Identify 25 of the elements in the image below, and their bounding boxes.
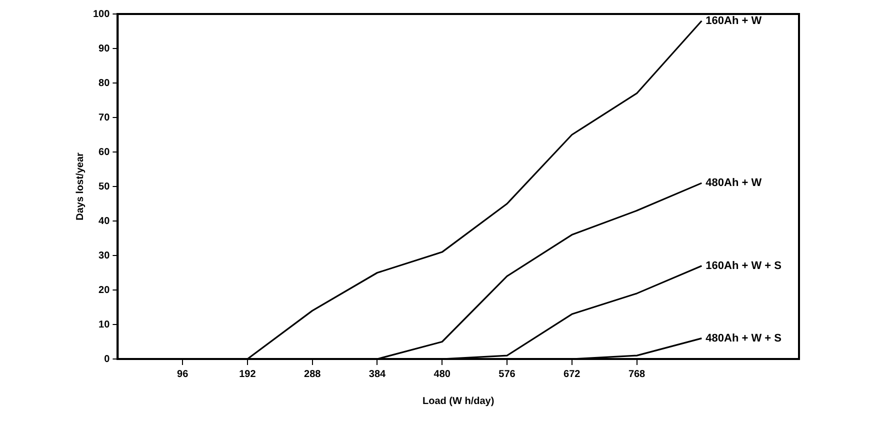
y-tick-label: 20 xyxy=(98,284,110,296)
y-tick-label: 30 xyxy=(98,250,110,262)
series-label: 480Ah + W + S xyxy=(706,332,782,344)
y-tick-label: 40 xyxy=(98,216,110,227)
x-tick-label: 480 xyxy=(434,368,451,380)
y-tick-label: 60 xyxy=(98,146,110,158)
y-tick-label: 10 xyxy=(98,319,110,330)
y-tick-label: 70 xyxy=(98,112,110,124)
y-tick-label: 90 xyxy=(98,43,110,54)
series-label: 480Ah + W xyxy=(706,177,762,190)
x-tick-label: 576 xyxy=(498,368,516,380)
x-tick-label: 384 xyxy=(368,368,386,380)
y-tick-label: 0 xyxy=(104,354,110,365)
y-tick-label: 50 xyxy=(98,181,110,192)
x-tick-label: 672 xyxy=(564,368,581,380)
y-tick-label: 80 xyxy=(98,78,110,89)
x-axis-title: Load (W h/day) xyxy=(422,396,494,407)
x-tick-label: 288 xyxy=(304,368,322,380)
y-axis-title: Days lost/year xyxy=(74,152,86,220)
x-tick-label: 192 xyxy=(239,368,256,380)
series-label: 160Ah + W + S xyxy=(706,260,782,272)
series-label: 160Ah + W xyxy=(706,14,762,27)
x-tick-label: 768 xyxy=(628,368,646,380)
y-tick-label: 100 xyxy=(92,8,110,20)
x-tick-label: 96 xyxy=(177,368,189,380)
